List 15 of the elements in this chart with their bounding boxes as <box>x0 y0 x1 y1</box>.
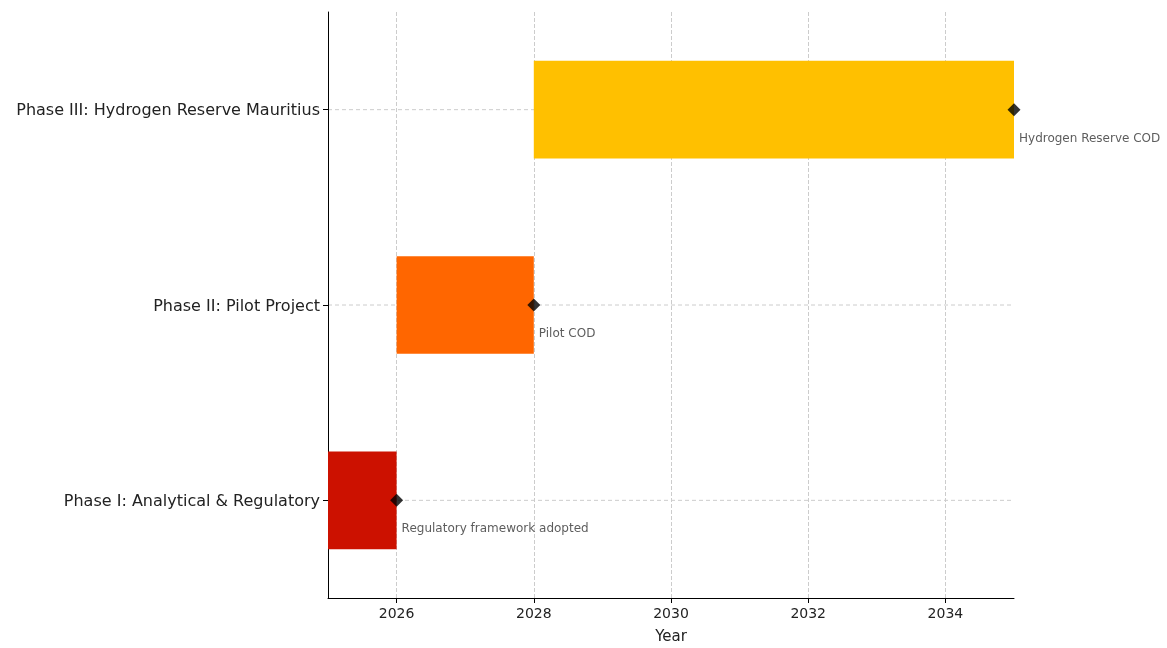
x-tick-label: 2028 <box>515 605 552 621</box>
annotation: Pilot COD <box>538 326 596 340</box>
bar <box>533 60 1014 159</box>
x-tick-label: 2032 <box>790 605 827 621</box>
x-tick-label: 2026 <box>378 605 415 621</box>
y-tick-label: Phase I: Analytical & Regulatory <box>63 490 320 510</box>
y-tick-label: Phase III: Hydrogen Reserve Mauritius <box>16 100 320 120</box>
bar <box>328 451 397 550</box>
x-tick-label: 2030 <box>653 605 689 621</box>
x-tick-label: 2034 <box>927 605 964 621</box>
annotation: Hydrogen Reserve COD <box>1019 130 1161 145</box>
x-axis-title: Year <box>654 626 688 645</box>
annotation: Regulatory framework adopted <box>401 521 589 536</box>
bar <box>396 256 534 354</box>
y-tick-label: Phase II: Pilot Project <box>153 295 320 315</box>
